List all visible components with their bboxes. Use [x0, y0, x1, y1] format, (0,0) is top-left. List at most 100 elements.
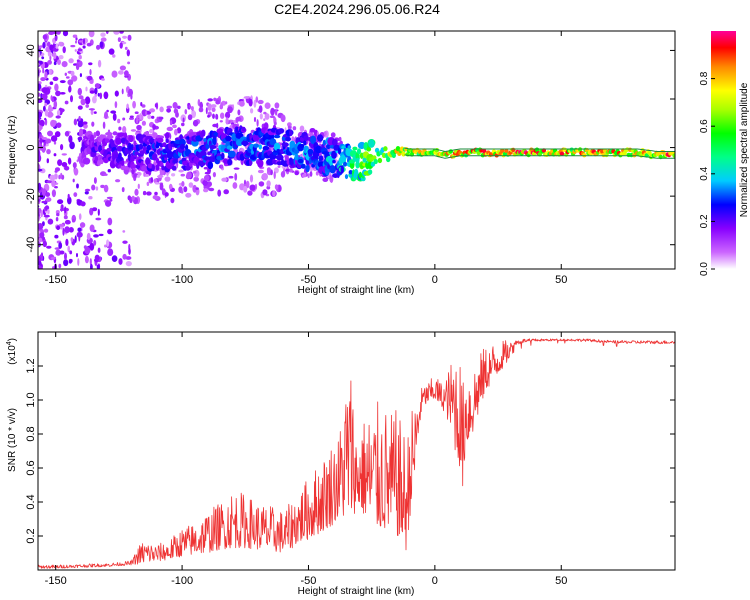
noise-cell: [80, 201, 86, 207]
noise-cell: [195, 187, 199, 190]
noise-cell: [48, 104, 52, 113]
noise-cell: [203, 188, 209, 193]
noise-cell: [39, 133, 42, 138]
ridge-cell: [299, 143, 305, 148]
noise-cell: [88, 196, 93, 200]
noise-cell: [52, 120, 57, 125]
noise-cell: [274, 109, 278, 116]
noise-cell: [174, 128, 178, 136]
noise-cell: [51, 180, 56, 188]
noise-cell: [39, 60, 43, 65]
noise-cell: [126, 49, 130, 57]
ridge-cell: [322, 139, 326, 146]
ridge-cell: [162, 142, 167, 148]
noise-cell: [192, 119, 199, 127]
noise-cell: [193, 169, 200, 178]
noise-cell: [53, 52, 57, 60]
noise-cell: [309, 171, 313, 177]
noise-cell: [84, 255, 89, 264]
noise-cell: [143, 171, 146, 177]
noise-cell: [75, 63, 80, 70]
noise-cell: [104, 111, 108, 119]
noise-cell: [38, 265, 41, 269]
noise-cell: [230, 122, 235, 125]
noise-cell: [264, 113, 270, 120]
noise-cell: [77, 227, 82, 233]
noise-cell: [113, 31, 120, 35]
ridge-cell: [130, 164, 138, 169]
noise-cell: [68, 58, 74, 64]
noise-cell: [185, 192, 192, 198]
noise-cell: [60, 204, 63, 212]
ridge-cell: [329, 165, 336, 174]
noise-cell: [85, 86, 88, 92]
noise-cell: [221, 177, 228, 182]
snr-x-ticks: -150 -100 -50 0 50: [45, 332, 567, 587]
noise-cell: [63, 215, 68, 220]
spectrogram-panel: -150 -100 -50 0 50 -40 -20 0 20 40 Height of str…: [7, 30, 676, 296]
ridge-cell: [171, 165, 177, 171]
noise-cell: [56, 212, 60, 217]
noise-cell: [45, 192, 51, 197]
noise-cell: [60, 144, 64, 151]
x-tick-label: 50: [555, 575, 567, 587]
noise-cell: [38, 149, 41, 157]
ridge-cell: [383, 146, 388, 152]
ridge-cell: [262, 145, 270, 151]
ridge-cell: [476, 150, 481, 156]
noise-cell: [67, 157, 72, 165]
noise-cell: [93, 177, 97, 184]
ridge-cell: [161, 165, 165, 171]
ridge-cell: [307, 148, 314, 155]
noise-cell: [274, 184, 279, 190]
colorbar-tick-label: 0.4: [699, 166, 710, 180]
noise-cell: [72, 162, 77, 169]
noise-cell: [46, 245, 52, 249]
noise-cell: [44, 71, 48, 80]
noise-cell: [263, 118, 266, 121]
noise-cell: [266, 180, 271, 187]
svg-text:(x104): (x104): [6, 338, 18, 365]
noise-cell: [63, 259, 69, 267]
ridge-cell: [362, 157, 367, 163]
ridge-cell: [227, 158, 233, 166]
noise-cell: [68, 135, 73, 144]
ridge-cell: [258, 144, 262, 150]
noise-cell: [130, 93, 133, 100]
noise-cell: [111, 70, 118, 78]
noise-cell: [73, 192, 78, 198]
noise-cell: [272, 190, 276, 197]
noise-cell: [202, 179, 208, 186]
ridge-cell: [167, 165, 173, 170]
noise-cell: [64, 100, 69, 105]
y-tick-label: -40: [25, 237, 37, 253]
noise-cell: [124, 46, 128, 51]
noise-cell: [83, 123, 88, 129]
ridge-cell: [360, 176, 366, 182]
noise-cell: [67, 79, 74, 86]
noise-cell: [223, 189, 229, 195]
ridge-cell: [315, 145, 323, 154]
ridge-cell: [116, 145, 124, 152]
noise-cell: [125, 261, 132, 267]
noise-cell: [39, 119, 45, 127]
noise-cell: [95, 217, 102, 221]
noise-cell: [253, 117, 257, 122]
ridge-cell: [93, 132, 97, 138]
spectrogram-y-label: Frequency (Hz): [7, 116, 18, 185]
noise-cell: [100, 32, 106, 37]
noise-cell: [307, 173, 310, 179]
noise-cell: [53, 153, 57, 157]
ridge-cell: [128, 135, 134, 143]
noise-cell: [292, 126, 297, 131]
ridge-cell: [148, 138, 156, 143]
noise-cell: [48, 68, 52, 75]
noise-cell: [203, 166, 209, 170]
noise-cell: [86, 42, 92, 47]
snr-frame: [37, 331, 676, 571]
noise-cell: [111, 255, 118, 262]
noise-cell: [57, 159, 63, 167]
noise-cell: [264, 102, 271, 109]
noise-cell: [39, 232, 45, 238]
snr-exponent-base: (x10: [7, 345, 18, 365]
